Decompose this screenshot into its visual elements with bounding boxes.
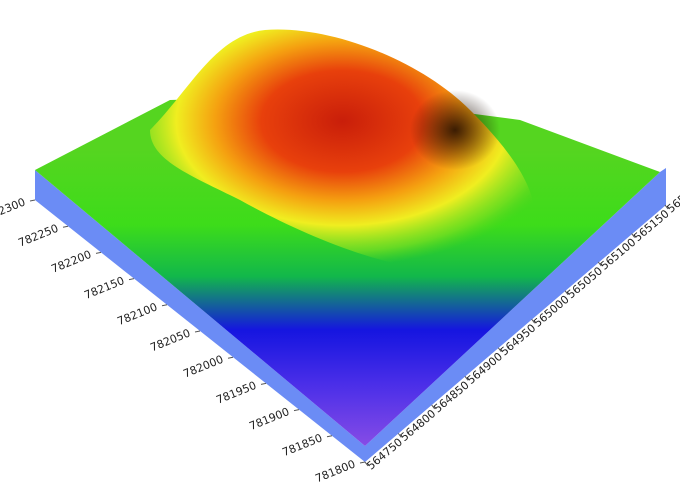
x-tick: [631, 233, 636, 238]
y-tick: [326, 435, 333, 438]
y-tick-label: 781900: [247, 405, 291, 433]
y-tick: [293, 409, 300, 412]
y-tick: [194, 330, 201, 333]
x-tick-label: 565200: [665, 179, 680, 216]
y-tick-label: 782200: [49, 248, 93, 276]
x-tick: [431, 404, 436, 410]
y-tick-label: 782250: [16, 222, 60, 250]
x-tick: [531, 318, 536, 324]
side-right: [365, 168, 666, 462]
y-tick: [161, 304, 168, 307]
x-tick: [597, 261, 602, 267]
y-tick-label: 781800: [313, 458, 357, 486]
y-tick: [359, 461, 366, 464]
y-tick-label: 782050: [148, 327, 192, 355]
y-tick-label: 781850: [280, 431, 324, 459]
y-tick-label: 782300: [0, 196, 27, 224]
y-tick: [128, 278, 135, 281]
y-tick-label: 781950: [214, 379, 258, 407]
y-tick-label: 782100: [115, 300, 159, 328]
side-left: [35, 170, 365, 462]
y-tick: [227, 356, 234, 359]
y-tick: [62, 225, 69, 228]
y-tick-label: 782150: [82, 274, 126, 302]
x-tick: [397, 433, 402, 438]
hill: [150, 29, 535, 271]
y-tick: [260, 382, 267, 385]
y-tick: [29, 199, 36, 202]
x-tick: [364, 461, 369, 467]
x-tick: [497, 347, 502, 353]
x-tick: [464, 376, 469, 381]
x-tick: [664, 204, 669, 210]
surface: [35, 29, 666, 462]
y-tick: [95, 251, 102, 254]
hill-shadow: [410, 90, 500, 170]
y-tick-label: 782000: [181, 353, 225, 381]
x-tick: [564, 290, 569, 295]
